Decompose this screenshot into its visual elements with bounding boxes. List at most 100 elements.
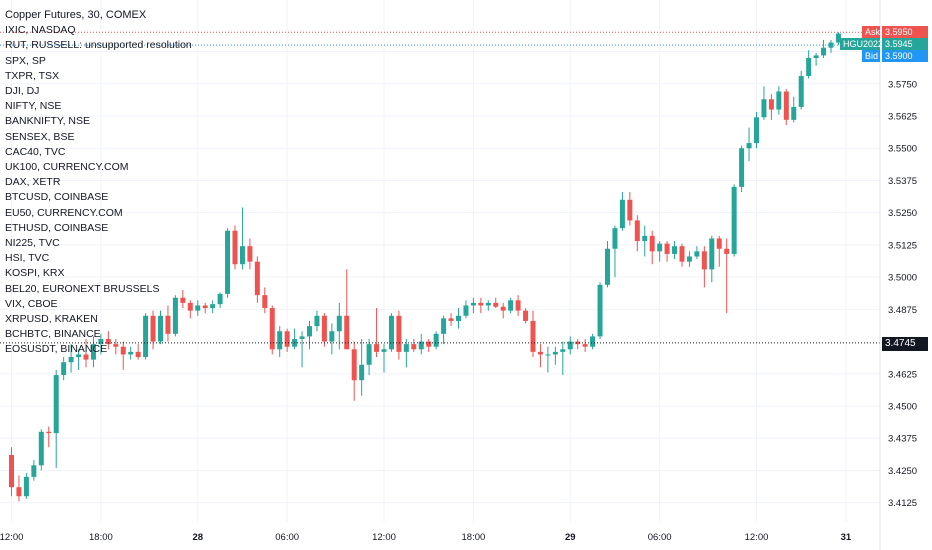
candle [31, 460, 37, 481]
comparison-item[interactable]: XRPUSD, KRAKEN [5, 313, 98, 326]
candle [165, 305, 171, 342]
comparison-item[interactable]: DJI, DJ [5, 85, 40, 98]
candle [98, 333, 104, 355]
comparison-list: IXIC, NASDAQ RUT, RUSSELL: unsupported re… [5, 23, 192, 357]
comparison-item[interactable]: BCHBTC, BINANCE [5, 328, 101, 341]
bid-value-tag: 3.5900 [882, 50, 928, 63]
candle-body [619, 199, 625, 229]
candle-body [284, 331, 290, 347]
last-price-value: 3.4745 [885, 337, 916, 349]
candle-body [217, 293, 223, 305]
comparison-item[interactable]: TXPR, TSX [5, 69, 60, 82]
ask-value: 3.5950 [885, 27, 913, 38]
candle-body [433, 333, 439, 347]
candle [351, 341, 357, 401]
candle-body [627, 199, 633, 221]
candle [642, 225, 648, 257]
comparison-item[interactable]: ETHUSD, COINBASE [5, 221, 109, 234]
symbol-value: 3.5945 [885, 39, 913, 50]
candle-body [68, 357, 74, 363]
candle [709, 235, 715, 283]
candle-body [701, 251, 707, 270]
candle-body [336, 315, 342, 332]
comparison-item[interactable]: CAC40, TVC [5, 145, 66, 158]
candle-body [277, 331, 283, 350]
candle [225, 228, 231, 298]
candle [776, 86, 782, 115]
candle [530, 310, 536, 358]
candle [403, 338, 409, 368]
candle [605, 241, 610, 288]
candle-body [500, 306, 506, 311]
comparison-item[interactable]: DAX, XETR [5, 176, 61, 189]
comparison-item[interactable]: EOSUSDT, BINANCE [5, 343, 108, 356]
candle [627, 192, 633, 226]
candle-body [582, 344, 588, 347]
comparison-item[interactable]: BANKNIFTY, NSE [5, 115, 90, 128]
symbol-value-tag: 3.5945 [882, 38, 928, 51]
comparison-item[interactable]: RUT, RUSSELL: unsupported resolution [5, 39, 192, 52]
chart-title[interactable]: Copper Futures, 30, COMEX [5, 9, 147, 21]
legend: Copper Futures, 30, COMEX IXIC, NASDAQ RU… [5, 8, 192, 358]
candle-body [321, 315, 327, 342]
candle-body [552, 351, 558, 355]
y-tick-label: 3.4500 [888, 402, 917, 413]
candle [515, 295, 521, 316]
candle [590, 333, 596, 350]
comparison-item[interactable]: NIFTY, NSE [5, 100, 62, 113]
candle [806, 50, 812, 79]
candle-body [478, 302, 484, 306]
candle [441, 315, 447, 345]
comparison-item[interactable]: SENSEX, BSE [5, 130, 75, 143]
candle [284, 328, 290, 352]
candle [61, 357, 67, 381]
candle-body [314, 315, 320, 327]
candle [537, 344, 543, 368]
comparison-item[interactable]: IXIC, NASDAQ [5, 24, 76, 37]
candle [821, 39, 827, 58]
candle [344, 269, 350, 350]
candle [262, 287, 268, 314]
comparison-item[interactable]: BTCUSD, COINBASE [5, 191, 109, 204]
candle [478, 297, 484, 314]
candle [783, 88, 789, 126]
comparison-item[interactable]: HSI, TVC [5, 252, 50, 265]
price-axis[interactable]: 3.4125 3.4250 3.4375 3.4500 3.4625 3.4875 3.50… [888, 47, 917, 509]
candle [508, 297, 514, 314]
candle-body [113, 344, 119, 347]
candle-body [537, 351, 543, 355]
x-tick-label: 12:00 [372, 532, 396, 543]
time-axis[interactable]: 12:00 18:00 28 06:00 12:00 18:00 29 06:00 12:00 3… [0, 532, 852, 543]
symbol-label: HGU2022 [843, 39, 884, 50]
comparison-item[interactable]: UK100, CURRENCY.COM [5, 161, 129, 174]
candle-body [299, 336, 305, 339]
y-tick-label: 3.5000 [888, 273, 917, 284]
y-tick-label: 3.4125 [888, 498, 917, 509]
candle [463, 300, 469, 319]
candle-body [31, 465, 37, 477]
comparison-item[interactable]: KOSPI, KRX [5, 267, 65, 280]
comparison-item[interactable]: BEL20, EURONEXT BRUSSELS [5, 282, 160, 295]
candle [180, 290, 186, 309]
comparison-item[interactable]: VIX, CBOE [5, 297, 58, 310]
candle-body [456, 315, 461, 321]
candle-body [731, 186, 737, 254]
candle-body [523, 310, 529, 321]
comparison-item[interactable]: SPX, SP [5, 54, 46, 67]
symbol-tag: HGU2022 [840, 38, 884, 51]
candle-body [612, 228, 618, 249]
candle-body [329, 331, 335, 342]
candle-body [225, 230, 231, 294]
comparison-item[interactable]: NI225, TVC [5, 237, 60, 250]
candle-body [307, 326, 312, 337]
candle [381, 344, 387, 373]
comparison-item[interactable]: EU50, CURRENCY.COM [5, 206, 123, 219]
candle-body [53, 375, 59, 434]
candle-body [150, 315, 156, 342]
candle-body [515, 300, 521, 311]
candle-body [61, 362, 67, 376]
candle-body [485, 302, 491, 306]
candle [761, 86, 767, 120]
x-tick-label: 18:00 [462, 532, 486, 543]
